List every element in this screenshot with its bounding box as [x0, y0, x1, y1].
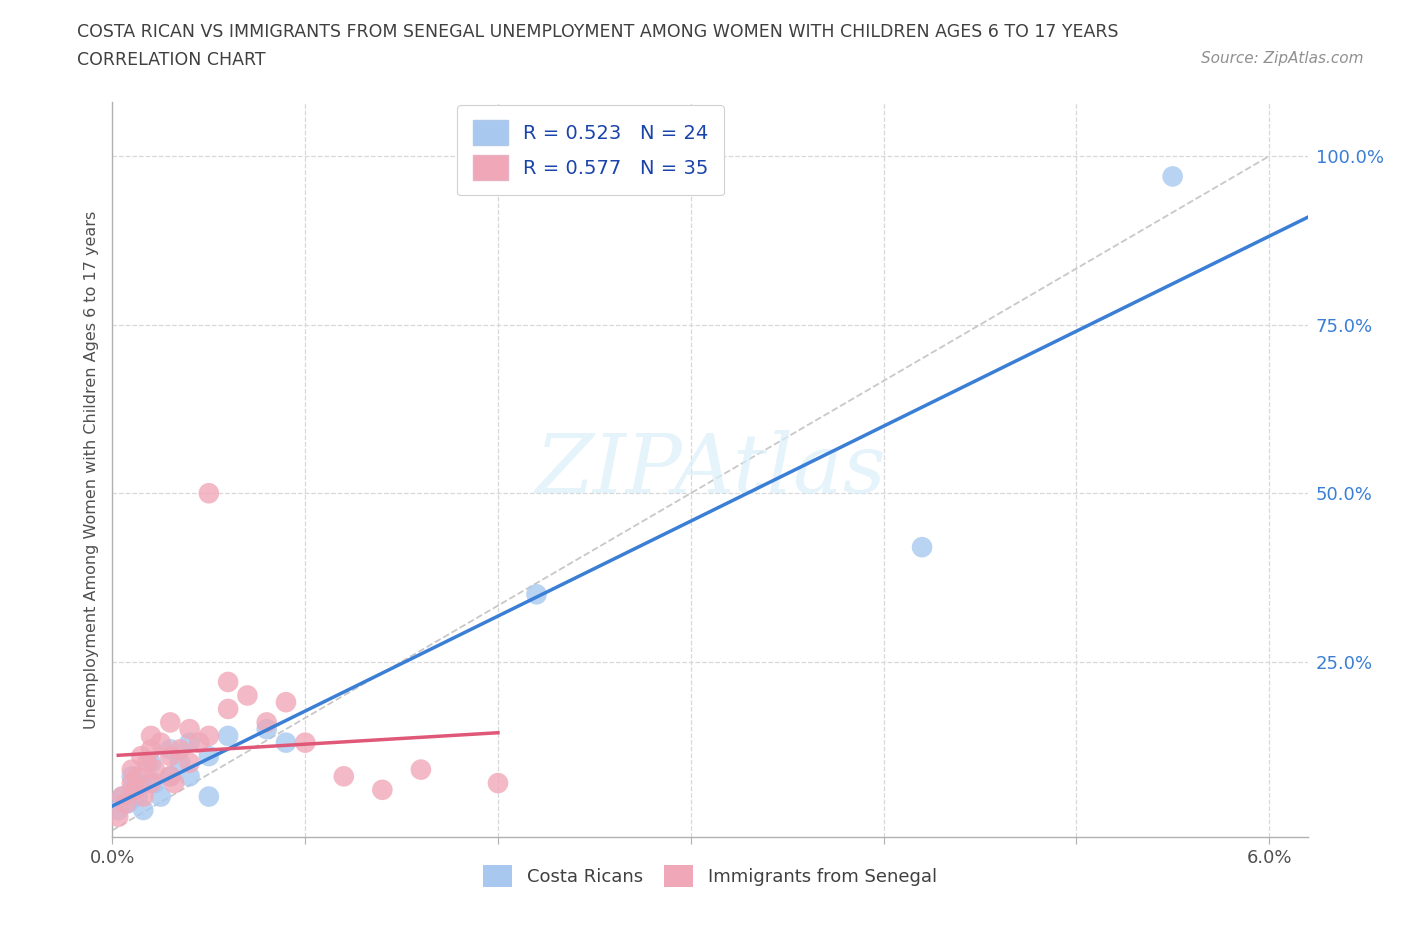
Point	[274, 695, 297, 710]
Point	[159, 769, 181, 784]
Point	[139, 742, 162, 757]
Point	[149, 736, 172, 751]
Point	[139, 728, 162, 743]
Point	[217, 728, 239, 743]
Point	[188, 736, 211, 751]
Point	[117, 796, 139, 811]
Point	[121, 782, 143, 797]
Point	[121, 763, 143, 777]
Point	[294, 736, 316, 751]
Point	[1161, 169, 1184, 184]
Point	[139, 776, 162, 790]
Point	[131, 776, 153, 790]
Point	[486, 776, 509, 790]
Point	[127, 769, 149, 784]
Point	[132, 790, 155, 804]
Point	[115, 796, 138, 811]
Point	[256, 722, 278, 737]
Point	[143, 763, 166, 777]
Point	[159, 742, 181, 757]
Point	[236, 688, 259, 703]
Point	[159, 715, 181, 730]
Point	[911, 539, 934, 554]
Point	[217, 674, 239, 689]
Point	[131, 749, 153, 764]
Point	[136, 755, 159, 770]
Point	[256, 715, 278, 730]
Point	[409, 763, 432, 777]
Point	[179, 722, 201, 737]
Point	[198, 749, 221, 764]
Point	[198, 728, 221, 743]
Point	[121, 776, 143, 790]
Point	[163, 776, 186, 790]
Point	[179, 755, 201, 770]
Text: ZIPAtlas: ZIPAtlas	[534, 430, 886, 510]
Point	[371, 782, 394, 797]
Point	[333, 769, 356, 784]
Point	[149, 790, 172, 804]
Point	[198, 485, 221, 500]
Point	[159, 749, 181, 764]
Point	[107, 803, 129, 817]
Point	[139, 755, 162, 770]
Text: COSTA RICAN VS IMMIGRANTS FROM SENEGAL UNEMPLOYMENT AMONG WOMEN WITH CHILDREN AG: COSTA RICAN VS IMMIGRANTS FROM SENEGAL U…	[77, 23, 1119, 41]
Point	[143, 776, 166, 790]
Point	[127, 790, 149, 804]
Point	[121, 769, 143, 784]
Text: Source: ZipAtlas.com: Source: ZipAtlas.com	[1201, 51, 1364, 66]
Text: CORRELATION CHART: CORRELATION CHART	[77, 51, 266, 69]
Point	[111, 790, 134, 804]
Point	[198, 790, 221, 804]
Point	[179, 769, 201, 784]
Point	[526, 587, 548, 602]
Point	[107, 809, 129, 824]
Point	[274, 736, 297, 751]
Point	[169, 755, 191, 770]
Point	[132, 803, 155, 817]
Point	[124, 782, 146, 797]
Point	[179, 736, 201, 751]
Legend: Costa Ricans, Immigrants from Senegal: Costa Ricans, Immigrants from Senegal	[477, 857, 943, 894]
Point	[111, 790, 134, 804]
Y-axis label: Unemployment Among Women with Children Ages 6 to 17 years: Unemployment Among Women with Children A…	[84, 210, 100, 729]
Point	[217, 701, 239, 716]
Point	[169, 742, 191, 757]
Point	[159, 769, 181, 784]
